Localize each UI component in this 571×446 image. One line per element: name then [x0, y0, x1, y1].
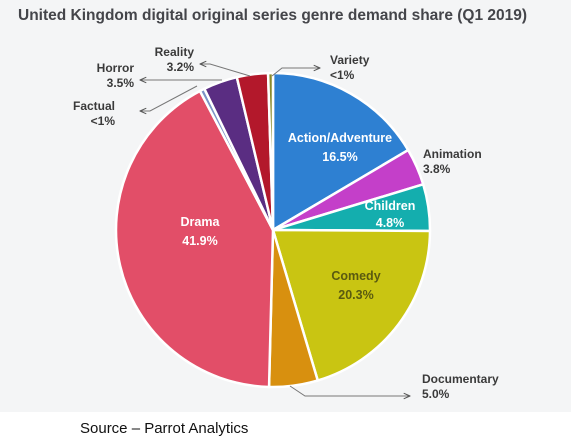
leader-line-documentary [289, 385, 410, 396]
slice-value-variety: <1% [330, 68, 355, 82]
slice-label-documentary: Documentary [422, 372, 499, 386]
slice-label-drama: Drama [181, 215, 221, 229]
slice-label-factual: Factual [73, 99, 115, 113]
pie-slice-comedy [271, 228, 432, 382]
slice-value-animation: 3.8% [423, 162, 451, 176]
slice-label-variety: Variety [330, 53, 370, 67]
leader-line-factual [140, 85, 198, 111]
slice-label-comedy: Comedy [331, 269, 380, 283]
source-note: Source – Parrot Analytics [80, 420, 249, 437]
slice-value-children: 4.8% [376, 216, 405, 230]
pie-slice-variety [266, 71, 275, 232]
slice-value-reality: 3.2% [167, 60, 195, 74]
slice-value-comedy: 20.3% [338, 288, 373, 302]
slice-label-children: Children [365, 199, 416, 213]
slice-label-horror: Horror [97, 61, 135, 75]
slice-value-horror: 3.5% [107, 76, 135, 90]
slice-value-action-adventure: 16.5% [322, 150, 357, 164]
slice-value-drama: 41.9% [182, 234, 217, 248]
chart-title: United Kingdom digital original series g… [18, 7, 528, 24]
slice-label-animation: Animation [423, 147, 482, 161]
pie-slice-drama [114, 89, 275, 389]
slice-label-action-adventure: Action/Adventure [288, 131, 392, 145]
leader-line-variety [271, 68, 320, 77]
pie-slice-action-adventure [271, 71, 410, 232]
slice-value-documentary: 5.0% [422, 387, 450, 401]
slice-label-reality: Reality [155, 45, 195, 59]
leader-line-reality [200, 64, 251, 77]
slice-value-factual: <1% [91, 114, 116, 128]
